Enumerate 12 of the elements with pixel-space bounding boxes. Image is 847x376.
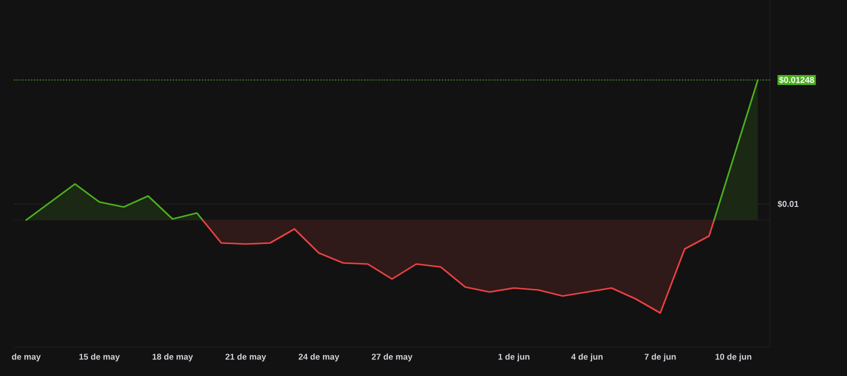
x-tick-label: 1 de jun <box>498 354 530 362</box>
y-tick-label: $0.01248 <box>779 76 814 84</box>
x-tick-label: de may <box>12 354 41 362</box>
x-tick-label: 7 de jun <box>644 354 676 362</box>
x-tick-label: 15 de may <box>79 354 120 362</box>
x-tick-label: 10 de jun <box>716 354 752 362</box>
x-tick-label: 24 de may <box>298 354 340 362</box>
x-tick-label: 18 de may <box>152 354 193 362</box>
x-tick-label: 27 de may <box>372 354 412 362</box>
x-tick-label: 4 de jun <box>571 354 603 362</box>
y-tick-label: $0.01 <box>778 200 798 208</box>
x-tick-label: 21 de may <box>226 354 266 362</box>
